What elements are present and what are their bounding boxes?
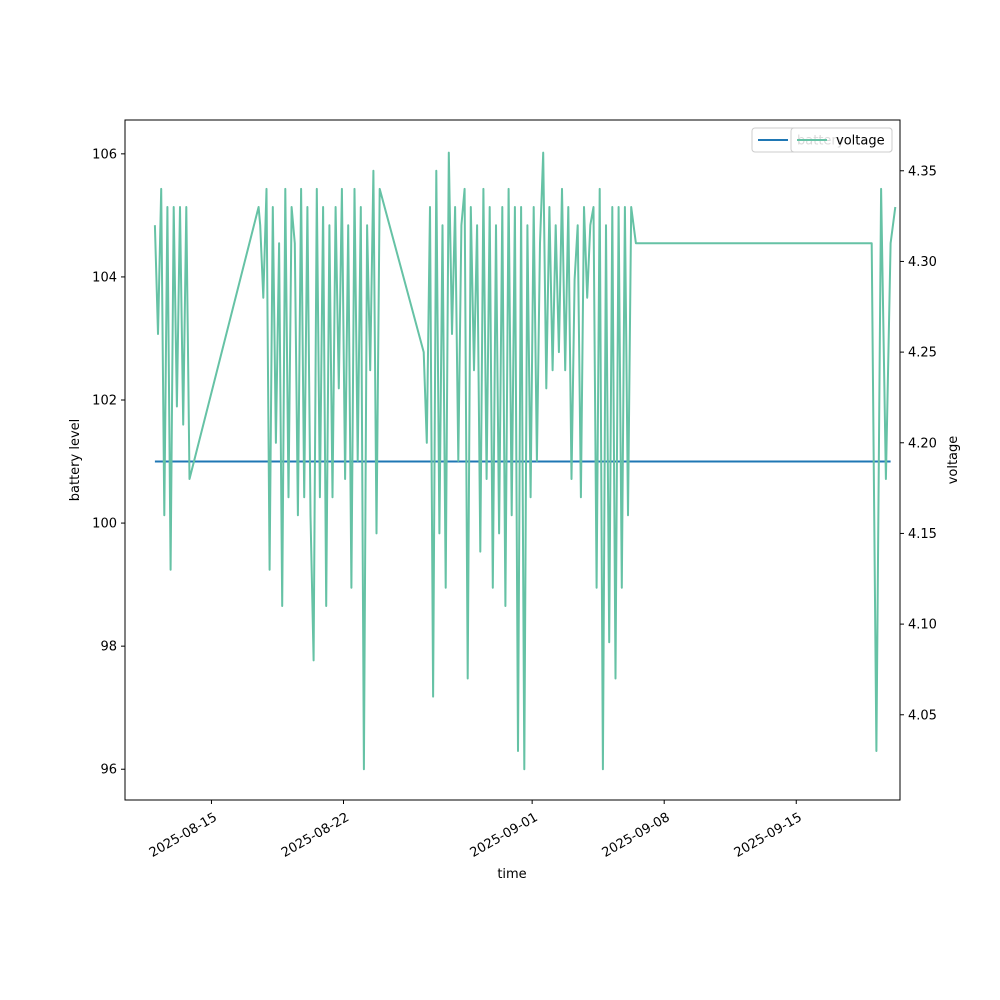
plot-frame bbox=[124, 119, 901, 801]
y-left-tick-label: 104 bbox=[92, 270, 117, 285]
y-left-tick-label: 100 bbox=[92, 517, 117, 532]
legend-voltage-label: voltage bbox=[836, 134, 885, 149]
y-left-tick-label: 98 bbox=[100, 640, 117, 655]
y-right-tick-label: 4.25 bbox=[908, 346, 937, 361]
series-layer bbox=[153, 151, 897, 771]
y-right-tick-label: 4.30 bbox=[908, 255, 937, 270]
legend-right-box bbox=[790, 127, 893, 153]
voltage-series-line bbox=[153, 151, 897, 771]
y-right-tick-label: 4.05 bbox=[908, 708, 937, 723]
y-left-tick-label: 96 bbox=[100, 763, 117, 778]
legend-right: voltage bbox=[790, 127, 893, 153]
y-right-tick-label: 4.35 bbox=[908, 164, 937, 179]
y-left-tick-label: 106 bbox=[92, 147, 117, 162]
y-right-tick-label: 4.10 bbox=[908, 618, 937, 633]
y-right-axis-label: voltage bbox=[946, 436, 961, 485]
x-axis-label: time bbox=[497, 867, 526, 882]
y-right-tick-label: 4.20 bbox=[908, 436, 937, 451]
y-left-axis-label: battery level bbox=[68, 419, 83, 502]
y-left-tick-label: 102 bbox=[92, 394, 117, 409]
y-right-tick-label: 4.15 bbox=[908, 527, 937, 542]
